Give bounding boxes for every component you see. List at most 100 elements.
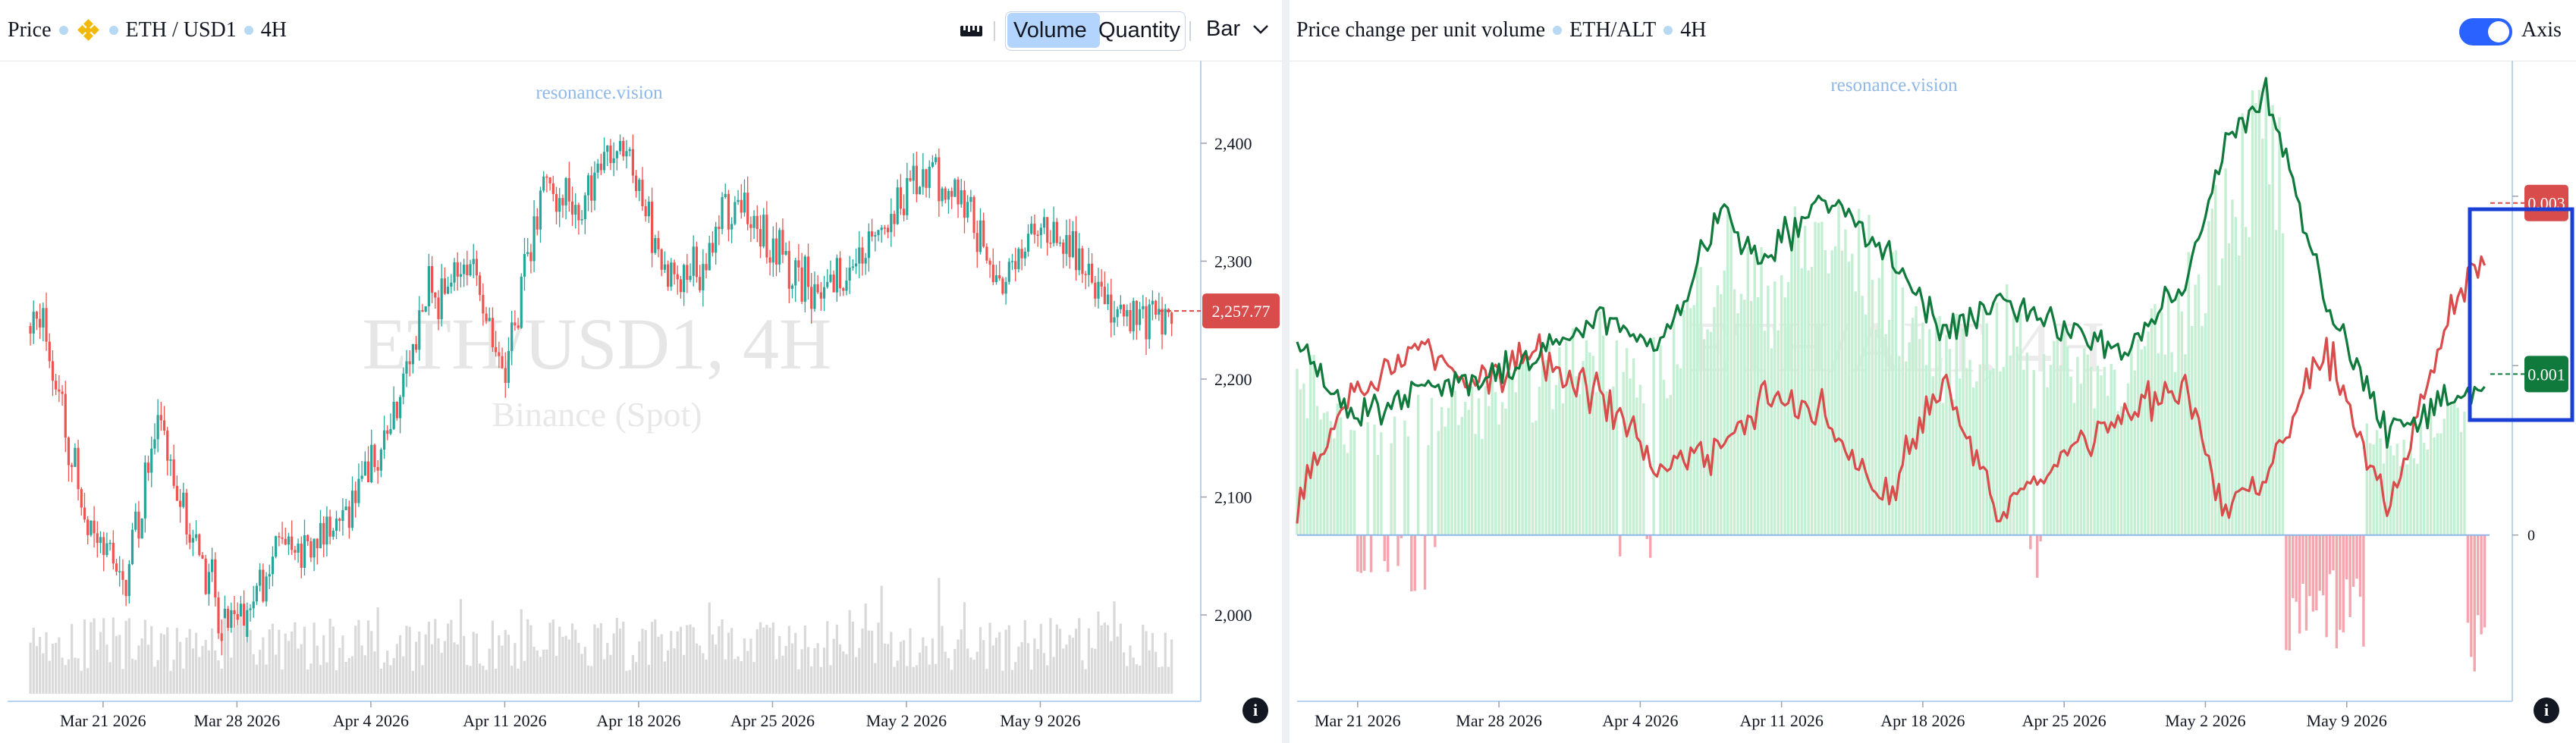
volume-bar bbox=[341, 635, 344, 694]
candle-body bbox=[938, 157, 941, 202]
axis-toggle[interactable] bbox=[2459, 18, 2512, 45]
volume-bar bbox=[771, 622, 774, 694]
histogram-bar bbox=[1561, 403, 1565, 535]
histogram-bar bbox=[2379, 438, 2382, 535]
info-icon[interactable]: i bbox=[2534, 698, 2559, 723]
volume-bar bbox=[507, 635, 510, 694]
candle-body bbox=[115, 563, 118, 572]
histogram-bar bbox=[1504, 409, 1507, 535]
histogram-bar bbox=[2116, 410, 2119, 535]
histogram-bar bbox=[1319, 419, 1322, 535]
volume-bar bbox=[360, 645, 363, 694]
volume-bar bbox=[488, 648, 491, 694]
volume-bar bbox=[880, 585, 883, 694]
histogram-bar bbox=[2197, 274, 2201, 535]
candle-body bbox=[711, 243, 715, 253]
quantity-button[interactable]: Quantity bbox=[1098, 18, 1180, 42]
volume-bar bbox=[112, 617, 115, 694]
candle-body bbox=[178, 500, 182, 507]
histogram-bar bbox=[2143, 346, 2147, 535]
chart-type-label: Bar bbox=[1206, 17, 1241, 41]
volume-bar bbox=[1100, 625, 1103, 694]
time-tick-label: Apr 25 2026 bbox=[2022, 711, 2106, 730]
candle-body bbox=[303, 535, 306, 568]
volume-bar bbox=[606, 642, 609, 694]
histogram-bar bbox=[1720, 293, 1723, 535]
price-tick-label: 2,100 bbox=[1214, 488, 1252, 507]
price-chart[interactable]: ETH/USD1, 4H Binance (Spot) resonance.visi… bbox=[0, 61, 1282, 743]
histogram-bar bbox=[2473, 535, 2476, 672]
volume-bar bbox=[874, 663, 877, 694]
candle-body bbox=[1004, 281, 1007, 294]
histogram-bar bbox=[1575, 376, 1578, 535]
volume-bar bbox=[74, 657, 77, 694]
volume-bar bbox=[593, 624, 596, 694]
histogram-bar bbox=[2201, 325, 2204, 535]
volume-bar bbox=[1167, 666, 1170, 694]
volume-bar bbox=[819, 666, 822, 694]
candle-body bbox=[42, 308, 45, 328]
volume-bar bbox=[408, 626, 411, 694]
histogram-bar bbox=[2311, 535, 2315, 612]
histogram-bar bbox=[1299, 389, 1302, 535]
volume-bar bbox=[411, 670, 414, 694]
candle-body bbox=[1094, 282, 1097, 299]
green-value-badge bbox=[2524, 356, 2568, 393]
indicator-chart[interactable]: ETH/ALT, 4Hresonance.vision00.0010.0020.… bbox=[1290, 61, 2576, 743]
volume-button[interactable]: Volume bbox=[1007, 13, 1100, 48]
candle-body bbox=[727, 193, 730, 230]
candle-body bbox=[243, 603, 246, 637]
candle-body bbox=[915, 165, 919, 195]
candle-body bbox=[347, 506, 350, 528]
volume-bar bbox=[1122, 652, 1126, 694]
volume-bar bbox=[316, 645, 319, 694]
histogram-bar bbox=[1959, 378, 1962, 535]
histogram-bar bbox=[1612, 386, 1615, 535]
candle-body bbox=[376, 467, 379, 471]
volume-bar bbox=[708, 602, 711, 694]
candle-body bbox=[1126, 310, 1129, 317]
histogram-bar bbox=[1898, 356, 1901, 535]
histogram-bar bbox=[2292, 535, 2295, 598]
ruler-icon[interactable] bbox=[960, 24, 984, 39]
volume-bar bbox=[1154, 651, 1158, 694]
candle-body bbox=[570, 201, 574, 215]
volume-bar bbox=[1026, 643, 1030, 694]
time-tick-label: Mar 28 2026 bbox=[194, 711, 281, 730]
volume-bar bbox=[376, 607, 379, 694]
candle-body bbox=[558, 198, 561, 212]
histogram-bar bbox=[1434, 535, 1437, 547]
histogram-bar bbox=[1666, 398, 1669, 535]
chart-type-select[interactable]: Bar bbox=[1206, 17, 1269, 42]
volume-bar bbox=[906, 666, 909, 694]
volume-bar bbox=[262, 637, 265, 694]
histogram-bar bbox=[2399, 466, 2402, 535]
volume-bar bbox=[143, 619, 146, 694]
candle-body bbox=[207, 572, 210, 594]
candle-body bbox=[510, 322, 514, 351]
separator-dot bbox=[58, 26, 68, 35]
histogram-bar bbox=[2459, 431, 2463, 535]
volume-bar bbox=[335, 670, 338, 694]
candle-body bbox=[759, 229, 762, 247]
volume-bar bbox=[495, 669, 498, 694]
histogram-bar bbox=[2251, 90, 2254, 535]
info-icon[interactable]: i bbox=[1242, 698, 1268, 723]
histogram-bar bbox=[2076, 356, 2079, 535]
histogram-bar bbox=[1346, 453, 1349, 535]
candle-body bbox=[991, 265, 994, 283]
candle-body bbox=[797, 260, 800, 268]
chart-watermark: ETH/USD1, 4H bbox=[363, 303, 832, 384]
candle-body bbox=[781, 230, 784, 255]
histogram-bar bbox=[1776, 330, 1780, 535]
histogram-bar bbox=[1309, 355, 1312, 535]
volume-bar bbox=[800, 649, 803, 694]
histogram-bar bbox=[2137, 339, 2140, 535]
volume-bar bbox=[806, 647, 810, 694]
candle-body bbox=[479, 275, 482, 296]
histogram-bar bbox=[2423, 443, 2426, 535]
candle-body bbox=[1055, 221, 1058, 243]
candle-body bbox=[1100, 281, 1103, 287]
histogram-bar bbox=[1814, 221, 1817, 535]
histogram-bar bbox=[2416, 463, 2419, 535]
